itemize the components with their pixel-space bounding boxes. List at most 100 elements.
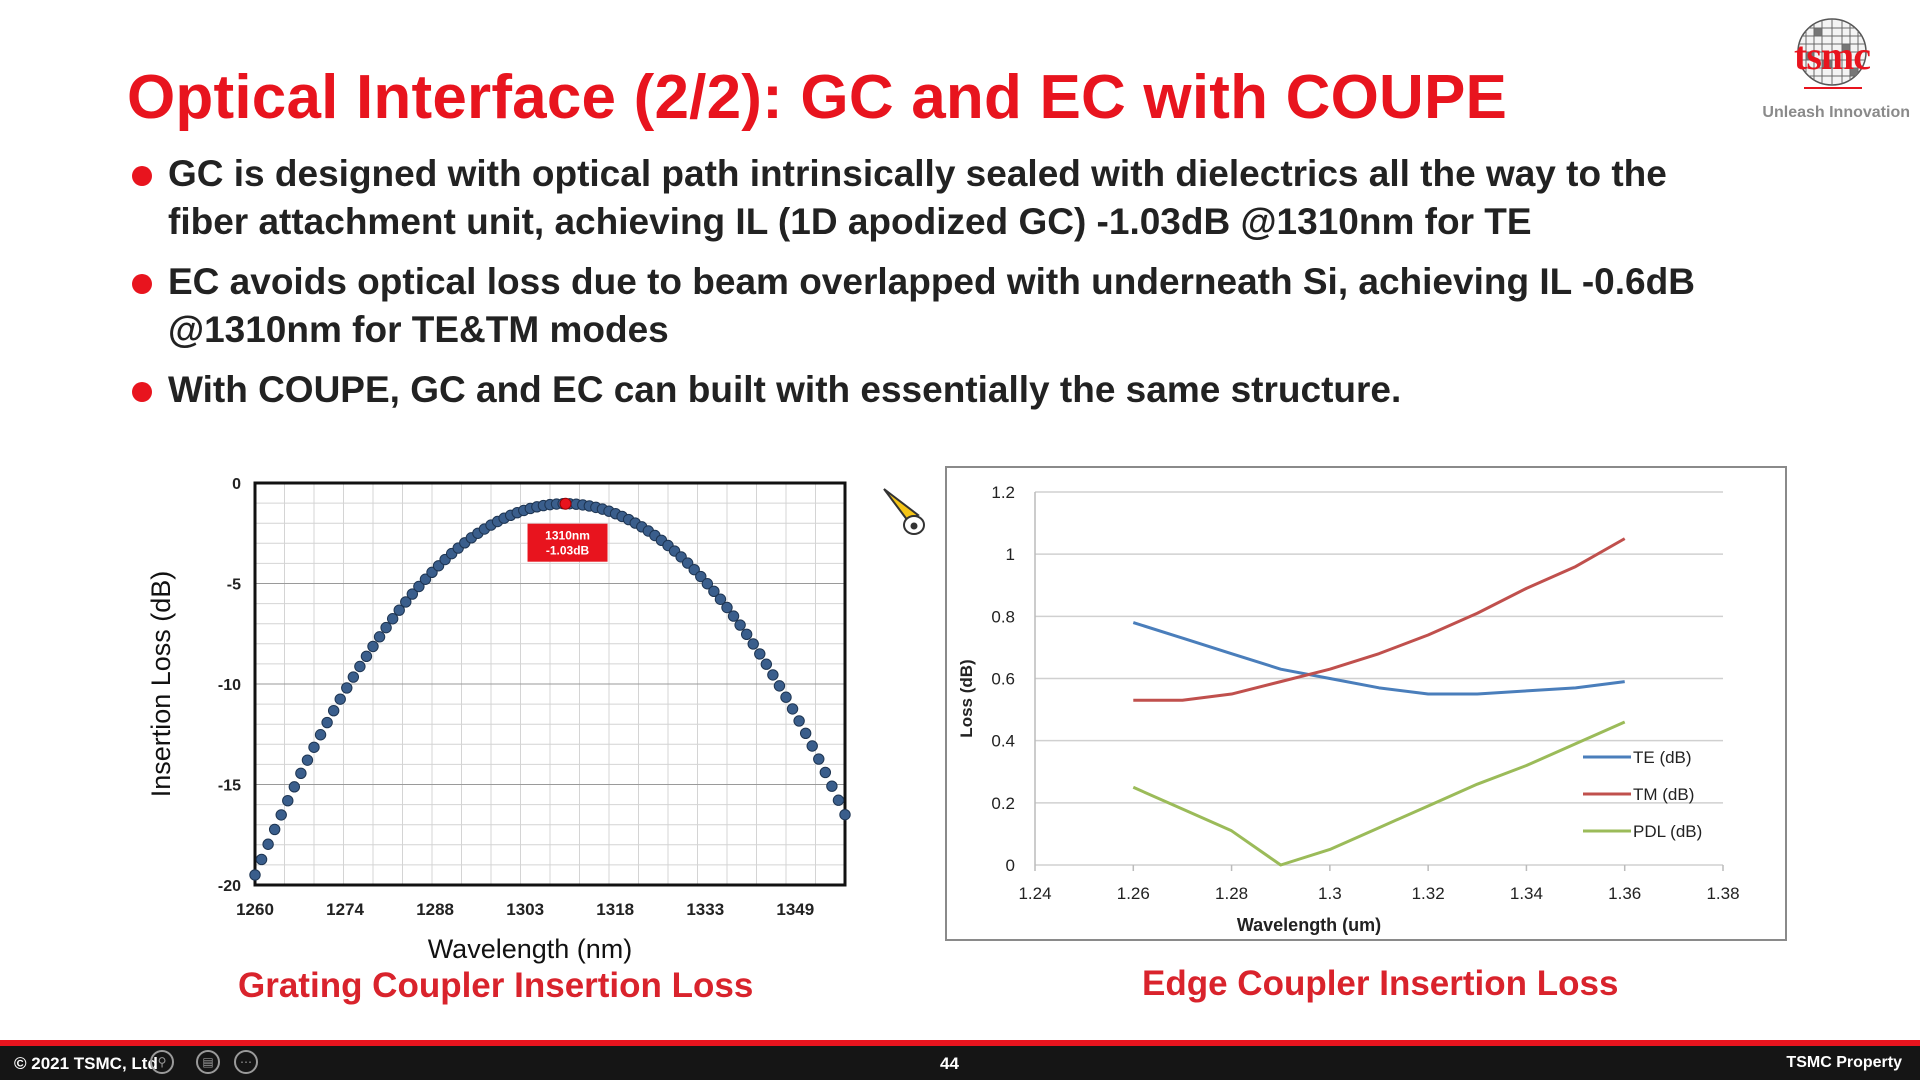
y-tick-label: 0.2 (991, 794, 1015, 813)
bullet-dot-icon (132, 382, 152, 402)
data-point (386, 613, 399, 625)
data-point (780, 691, 792, 703)
bullet-text: EC avoids optical loss due to beam overl… (168, 261, 1695, 350)
legend-label: TE (dB) (1633, 748, 1692, 767)
copyright-text: © 2021 TSMC, Ltd (14, 1054, 158, 1073)
x-tick-label: 1274 (326, 900, 364, 919)
data-point (380, 621, 392, 634)
data-point (799, 727, 812, 739)
grating-coupler-caption: Grating Coupler Insertion Loss (238, 966, 754, 1005)
y-tick-label: 1.2 (991, 483, 1015, 502)
data-point (347, 671, 360, 683)
data-point (819, 766, 832, 779)
data-point (786, 703, 799, 715)
x-tick-label: 1.32 (1412, 884, 1445, 903)
y-tick-label: 0.4 (991, 732, 1015, 751)
data-point (282, 795, 294, 807)
bullet-dot-icon (132, 274, 152, 294)
bullet-list: GC is designed with optical path intrins… (130, 150, 1750, 426)
slides-icon[interactable]: ▤ (196, 1050, 220, 1074)
data-point (773, 680, 786, 692)
data-point (262, 838, 274, 850)
peak-point (559, 497, 572, 510)
edge-coupler-caption: Edge Coupler Insertion Loss (1142, 964, 1619, 1003)
plot-border (253, 481, 847, 887)
x-tick-label: 1260 (236, 900, 274, 919)
data-point (419, 573, 432, 585)
data-point (714, 593, 727, 605)
more-options-icon[interactable]: ⋯ (234, 1050, 258, 1074)
bullet-item: With COUPE, GC and EC can built with ess… (130, 366, 1750, 414)
data-point (400, 596, 412, 608)
data-point (275, 809, 287, 821)
x-tick-label: 1288 (416, 900, 454, 919)
x-axis-label: Wavelength (um) (1237, 915, 1381, 935)
y-tick-label: -20 (218, 878, 241, 895)
y-axis-label: Insertion Loss (dB) (146, 571, 176, 798)
x-tick-label: 1318 (596, 900, 634, 919)
data-point (747, 638, 759, 650)
data-point (767, 669, 779, 681)
x-tick-label: 1.26 (1117, 884, 1150, 903)
legend-label: TM (dB) (1633, 785, 1694, 804)
y-tick-label: 1 (1006, 545, 1015, 564)
bullet-item: GC is designed with optical path intrins… (130, 150, 1750, 246)
data-point (327, 704, 340, 717)
grating-coupler-chart: 0 -5 -10 -15 -20 1260 1274 1288 1303 1318 1333 1349… (146, 476, 851, 964)
y-tick-label: 0.6 (991, 670, 1015, 689)
data-point (393, 604, 405, 616)
y-axis-label: Loss (dB) (957, 659, 976, 737)
annotation-loss: -1.03dB (546, 544, 590, 558)
x-tick-label: 1.36 (1608, 884, 1641, 903)
x-tick-label: 1.28 (1215, 884, 1248, 903)
data-point (268, 823, 281, 836)
data-point (793, 715, 805, 727)
pen-cursor-icon (883, 488, 925, 535)
data-point (373, 631, 386, 643)
data-point (727, 610, 740, 622)
footer-bar: © 2021 TSMC, Ltd ⚲ ▤ ⋯ 44 TSMC Property (0, 1040, 1920, 1080)
data-point (701, 578, 714, 590)
y-tick-label: 0 (1006, 856, 1015, 875)
tsmc-logo: tsmc Unleash Innovation (1760, 14, 1910, 124)
data-point (354, 660, 366, 673)
x-axis-label: Wavelength (nm) (428, 934, 633, 964)
data-point (826, 780, 838, 792)
y-tick-label: 0 (232, 476, 241, 493)
chart-frame (945, 466, 1787, 941)
data-point (406, 588, 419, 600)
data-point (721, 601, 733, 614)
x-tick-label: 1.34 (1510, 884, 1543, 903)
y-tick-label: 0.8 (991, 607, 1015, 626)
property-label: TSMC Property (1786, 1054, 1902, 1071)
data-point (708, 585, 720, 598)
data-point (813, 753, 825, 765)
data-point (367, 640, 379, 653)
annotation-wavelength: 1310nm (545, 529, 590, 543)
data-point (688, 563, 700, 576)
data-point (832, 794, 845, 806)
data-point (760, 658, 773, 670)
data-point (301, 754, 314, 766)
y-tick-label: -15 (218, 778, 241, 795)
data-point (308, 741, 320, 753)
logo-tagline: Unleash Innovation (1762, 104, 1910, 121)
data-point (413, 580, 425, 593)
bullet-dot-icon (132, 166, 152, 186)
edge-coupler-chart: 0 0.2 0.4 0.6 0.8 1 1.2 1.24 1.26 1.28 1.3 1.32 1.34… (945, 466, 1787, 941)
search-icon[interactable]: ⚲ (150, 1050, 174, 1074)
slide-title: Optical Interface (2/2): GC and EC with … (127, 63, 1508, 132)
page-number: 44 (940, 1054, 959, 1073)
data-point (295, 767, 307, 780)
data-point (314, 729, 327, 741)
bullet-text: With COUPE, GC and EC can built with ess… (168, 369, 1402, 410)
charts-canvas: 0 -5 -10 -15 -20 1260 1274 1288 1303 1318 1333 1349… (146, 466, 1787, 964)
data-point (255, 853, 268, 866)
data-point (740, 628, 753, 641)
globe-icon (1797, 18, 1867, 89)
data-point (734, 619, 746, 631)
x-tick-label: 1349 (776, 900, 814, 919)
series-line (1133, 537, 1626, 702)
y-tick-label: -5 (227, 577, 241, 594)
